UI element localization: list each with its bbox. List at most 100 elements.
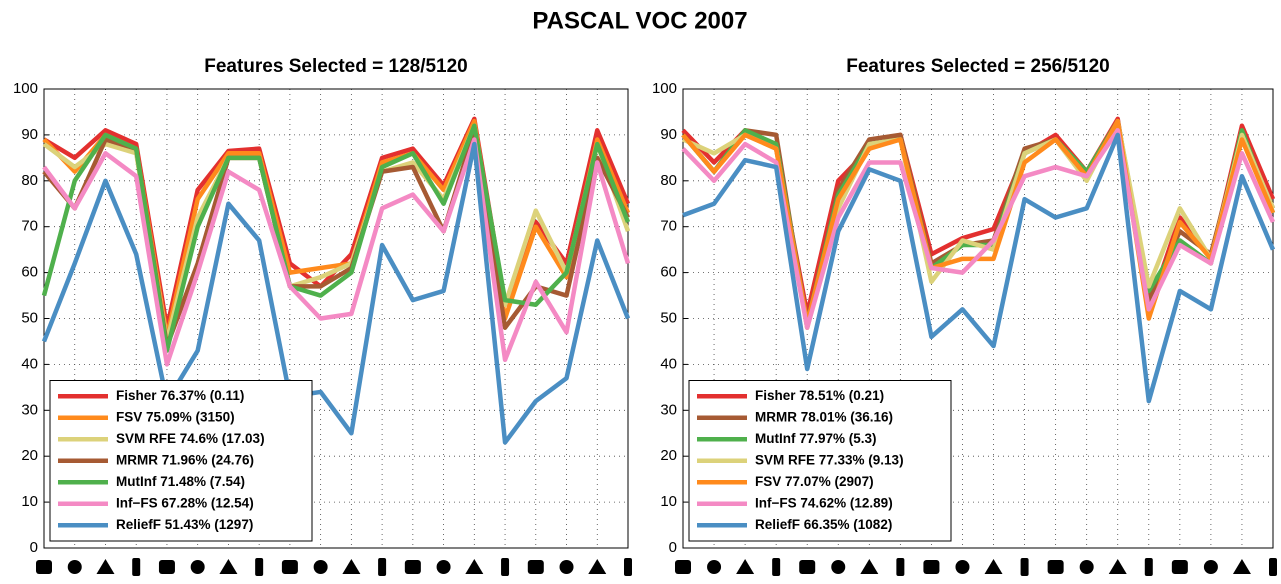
category-icon [1232, 559, 1251, 574]
icon-shape [96, 559, 115, 574]
category-icon [255, 558, 264, 576]
category-icon [1203, 560, 1218, 574]
y-tick-label: 90 [21, 126, 38, 143]
category-icon [559, 560, 574, 574]
category-icon [1144, 558, 1153, 576]
icon-shape [219, 559, 238, 574]
y-tick-label: 70 [21, 218, 38, 235]
category-icon [281, 560, 298, 574]
y-tick-label: 40 [21, 355, 38, 372]
legend-label: ReliefF 51.43% (1297) [116, 517, 253, 532]
icon-shape [67, 560, 82, 574]
category-icon [860, 559, 879, 574]
series-line [41, 123, 631, 353]
category-icon [1171, 560, 1188, 574]
category-icon [219, 559, 238, 574]
icon-shape [158, 560, 175, 574]
icon-shape [342, 559, 361, 574]
category-icon [923, 560, 940, 574]
category-icon [190, 560, 205, 574]
y-tick-label: 80 [21, 172, 38, 189]
y-tick-label: 60 [660, 264, 677, 281]
y-tick-label: 50 [660, 309, 677, 326]
category-icon [707, 560, 722, 574]
category-icon [36, 560, 52, 574]
series-line [41, 141, 631, 445]
category-icon [799, 560, 816, 574]
legend-label: MutInf 71.48% (7.54) [116, 474, 245, 489]
plot-frame [682, 88, 1274, 549]
legend-label: FSV 75.09% (3150) [116, 409, 235, 424]
y-tick-label: 10 [21, 493, 38, 510]
category-icon [158, 560, 175, 574]
legend-label: Fisher 78.51% (0.21) [755, 388, 884, 403]
category-icon [436, 560, 451, 574]
category-icon [96, 559, 115, 574]
legend-label: MRMR 78.01% (36.16) [755, 409, 893, 424]
category-icon [1079, 560, 1094, 574]
legend-label: SVM RFE 77.33% (9.13) [755, 452, 904, 467]
icon-shape [1144, 558, 1153, 576]
category-icon [675, 560, 691, 574]
icon-shape [923, 560, 940, 574]
category-icon [465, 559, 484, 574]
icon-shape [1232, 559, 1251, 574]
category-icon [831, 560, 846, 574]
category-icon [772, 558, 781, 576]
icon-shape [1047, 560, 1064, 574]
legend-label: FSV 77.07% (2907) [755, 474, 874, 489]
icon-shape [675, 560, 691, 574]
legend-label: MutInf 77.97% (5.3) [755, 431, 877, 446]
category-icon [1020, 558, 1029, 576]
icon-shape [465, 559, 484, 574]
category-icon [132, 558, 141, 576]
category-icon [896, 558, 905, 576]
category-icon [342, 559, 361, 574]
icon-shape [1020, 558, 1029, 576]
y-tick-label: 20 [21, 447, 38, 464]
y-tick-label: 40 [660, 355, 677, 372]
category-icon [1269, 558, 1277, 576]
category-icon [588, 559, 607, 574]
category-icon [404, 560, 421, 574]
icon-shape [404, 560, 421, 574]
category-icon [955, 560, 970, 574]
category-icon [313, 560, 328, 574]
icon-shape [501, 558, 510, 576]
icon-shape [436, 560, 451, 574]
icon-shape [313, 560, 328, 574]
y-tick-label: 100 [652, 80, 677, 97]
y-tick-label: 90 [660, 126, 677, 143]
category-icon [984, 559, 1003, 574]
icon-shape [255, 558, 264, 576]
category-icon [624, 558, 632, 576]
icon-shape [378, 558, 387, 576]
category-icon [67, 560, 82, 574]
category-icon [1047, 560, 1064, 574]
icon-shape [1203, 560, 1218, 574]
y-tick-label: 100 [13, 80, 38, 97]
icon-shape [955, 560, 970, 574]
series-line [682, 132, 1276, 404]
y-tick-label: 10 [660, 493, 677, 510]
category-icon [501, 558, 510, 576]
y-tick-label: 0 [30, 539, 38, 556]
legend-label: ReliefF 66.35% (1082) [755, 517, 892, 532]
icon-shape [984, 559, 1003, 574]
icon-shape [132, 558, 141, 576]
icon-shape [896, 558, 905, 576]
y-tick-label: 70 [660, 218, 677, 235]
icon-shape [527, 560, 544, 574]
chart-title: Features Selected = 128/5120 [204, 56, 468, 77]
legend-label: SVM RFE 74.6% (17.03) [116, 431, 265, 446]
category-icon [1108, 559, 1127, 574]
y-tick-label: 50 [21, 309, 38, 326]
category-icon [378, 558, 387, 576]
y-tick-label: 60 [21, 264, 38, 281]
legend-label: Inf−FS 67.28% (12.54) [116, 495, 254, 510]
icon-shape [624, 558, 632, 576]
figure-title: PASCAL VOC 2007 [532, 7, 747, 34]
icon-shape [1269, 558, 1277, 576]
icon-shape [707, 560, 722, 574]
icon-shape [736, 559, 755, 574]
